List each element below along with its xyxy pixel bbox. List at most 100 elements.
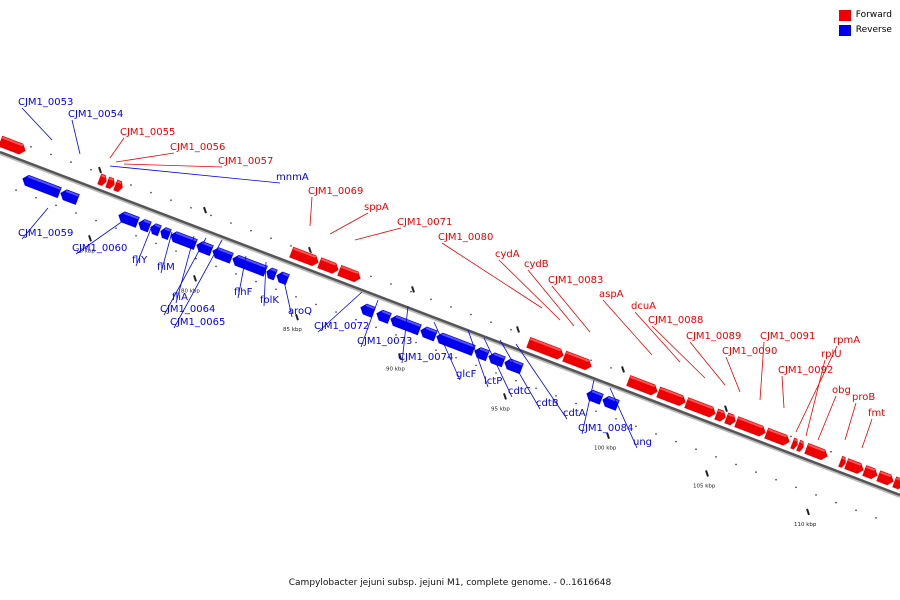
minor-tick-dot xyxy=(130,184,132,186)
reverse-gene-label: lctP xyxy=(484,376,502,387)
reverse-gene-block xyxy=(59,188,81,206)
reverse-leader-line xyxy=(515,343,568,420)
major-tick-upper xyxy=(411,286,415,293)
forward-gene-block xyxy=(795,439,805,453)
forward-gene-label: CJM1_0071 xyxy=(397,217,452,228)
reverse-gene-label: folK xyxy=(260,295,279,306)
major-tick-upper xyxy=(98,166,102,174)
minor-tick-dot xyxy=(615,417,617,420)
forward-leader-line xyxy=(689,341,726,386)
reverse-leader-line xyxy=(281,271,293,318)
minor-tick-dot xyxy=(255,280,257,283)
major-tick xyxy=(398,353,402,360)
axis-shadow xyxy=(0,152,900,498)
reverse-leader-line xyxy=(499,339,541,410)
forward-leader-line xyxy=(527,269,575,327)
minor-tick-dot xyxy=(515,379,517,382)
minor-tick-dot xyxy=(95,219,97,222)
reverse-gene-block xyxy=(375,309,393,325)
forward-gene-block xyxy=(316,256,340,275)
minor-tick-dot xyxy=(295,295,297,298)
reverse-gene-label: cdtC xyxy=(508,386,531,397)
minor-tick-dot xyxy=(590,359,592,362)
forward-gene-label: proB xyxy=(852,392,875,403)
major-tick-upper xyxy=(516,326,520,333)
minor-tick-dot xyxy=(475,364,477,367)
minor-tick-dot xyxy=(210,214,212,217)
minor-tick-dot xyxy=(275,288,277,290)
reverse-leader-line xyxy=(109,165,281,184)
minor-tick-dot xyxy=(335,311,337,313)
forward-leader-line xyxy=(329,212,369,235)
minor-tick-dot xyxy=(575,402,577,405)
forward-gene-block xyxy=(0,135,27,156)
reverse-leader-line xyxy=(467,329,489,388)
forward-gene-block xyxy=(561,349,593,371)
reverse-gene-label: CJM1_0059 xyxy=(18,228,73,239)
minor-tick-dot xyxy=(495,372,497,374)
minor-tick-dot xyxy=(595,410,597,412)
forward-leader-line xyxy=(861,418,873,449)
scale-label: 80 kbp xyxy=(181,288,200,294)
forward-gene-label: CJM1_0080 xyxy=(438,232,493,243)
forward-gene-block xyxy=(625,374,659,396)
forward-gene-label: CJM1_0089 xyxy=(686,331,741,342)
minor-tick-dot xyxy=(55,204,57,207)
major-tick-upper xyxy=(308,246,312,254)
reverse-gene-label: mnmA xyxy=(276,172,309,183)
legend-reverse: Reverse xyxy=(838,23,892,38)
forward-swatch xyxy=(838,10,851,21)
minor-tick-dot xyxy=(675,440,677,443)
reverse-leader-line xyxy=(160,231,173,274)
genome-axis: 75 kbp 80 kbp 85 kbp 90 kbp 95 kbp 100 kbp 105… xyxy=(0,138,900,528)
reverse-leader-line xyxy=(135,225,153,267)
forward-gene-label: CJM1_0055 xyxy=(120,127,175,138)
minor-tick-dot xyxy=(15,189,17,191)
forward-gene-block xyxy=(104,175,116,190)
forward-leader-line xyxy=(498,259,561,321)
forward-gene-block xyxy=(336,264,362,283)
major-tick-upper xyxy=(724,405,728,413)
minor-tick-dot xyxy=(395,334,397,336)
minor-tick-dot xyxy=(355,318,357,321)
forward-leader-line xyxy=(123,163,223,168)
forward-gene-label: cydA xyxy=(495,249,520,260)
minor-tick-dot xyxy=(455,356,457,359)
forward-gene-block xyxy=(875,469,895,486)
forward-gene-block xyxy=(683,396,717,419)
reverse-gene-block xyxy=(359,303,377,319)
forward-gene-label: CJM1_0057 xyxy=(218,156,273,167)
forward-leader-line xyxy=(725,356,741,393)
forward-gene-label: obg xyxy=(832,385,851,396)
reverse-leader-line xyxy=(71,119,81,155)
forward-leader-line xyxy=(551,285,591,333)
minor-tick-dot xyxy=(470,313,472,316)
forward-leader-line xyxy=(109,137,125,159)
minor-tick-dot xyxy=(75,212,77,214)
axis-line xyxy=(0,150,900,497)
minor-tick-dot xyxy=(490,321,492,323)
minor-tick-dot xyxy=(430,298,432,301)
reverse-swatch xyxy=(838,25,851,36)
reverse-leader-line xyxy=(581,379,595,435)
major-tick-upper xyxy=(621,366,625,373)
reverse-gene-label: CJM1_0054 xyxy=(68,109,123,120)
forward-gene-block xyxy=(525,336,565,361)
forward-leader-line xyxy=(795,345,838,433)
minor-tick-dot xyxy=(450,306,452,308)
minor-tick-dot xyxy=(250,229,252,232)
minor-tick-dot xyxy=(270,237,272,240)
forward-gene-label: dcuA xyxy=(631,301,656,312)
forward-gene-label: cydB xyxy=(524,259,549,270)
minor-tick-dot xyxy=(830,450,832,453)
scale-label: 85 kbp xyxy=(283,327,302,333)
reverse-gene-block xyxy=(169,230,199,251)
forward-leader-line xyxy=(354,227,402,241)
reverse-leader-line xyxy=(21,207,49,240)
reverse-leader-line xyxy=(317,291,363,333)
reverse-leader-line xyxy=(237,255,247,299)
forward-gene-block xyxy=(713,407,727,423)
forward-gene-block xyxy=(861,464,879,480)
scale-label: 90 kbp xyxy=(386,366,405,372)
